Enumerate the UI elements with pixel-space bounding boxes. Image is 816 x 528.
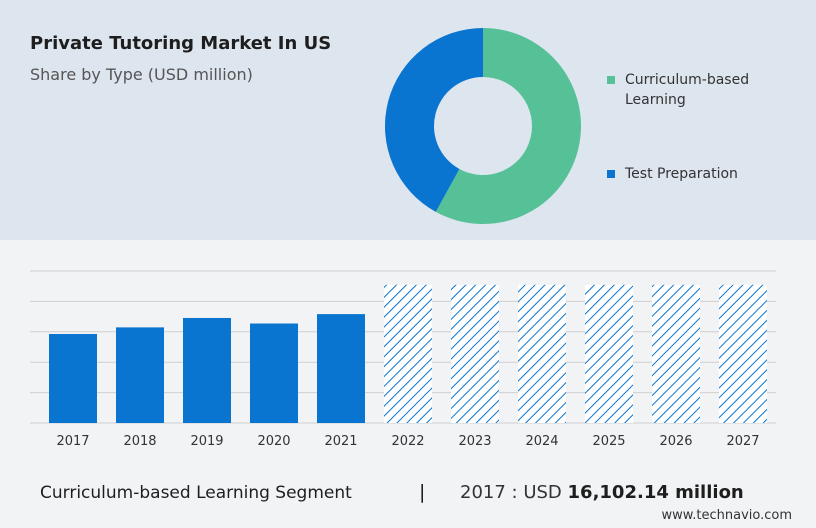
legend-label: Test Preparation — [625, 166, 738, 182]
chart-subtitle: Share by Type (USD million) — [30, 65, 253, 84]
bar — [116, 327, 164, 423]
footer-amount: 16,102.14 million — [567, 482, 744, 503]
x-tick-label: 2020 — [257, 434, 290, 449]
bar — [250, 323, 298, 423]
x-tick-label: 2026 — [659, 434, 692, 449]
donut-slice — [435, 28, 581, 224]
chart-title: Private Tutoring Market In US — [30, 33, 332, 54]
footer-separator: | — [419, 481, 426, 503]
legend-item-curriculum: Curriculum-based Learning — [607, 70, 797, 110]
bar — [183, 317, 231, 423]
bar-forecast — [652, 284, 700, 423]
x-tick-label: 2019 — [190, 434, 223, 449]
bar-forecast — [518, 284, 566, 423]
footer-segment-label: Curriculum-based Learning Segment — [40, 483, 352, 503]
x-tick-label: 2018 — [123, 434, 156, 449]
x-tick-label: 2023 — [458, 434, 491, 449]
x-tick-label: 2017 — [56, 434, 89, 449]
x-tick-label: 2022 — [391, 434, 424, 449]
bar-forecast — [719, 284, 767, 423]
donut-chart — [385, 28, 581, 224]
bar-forecast — [451, 284, 499, 423]
legend-item-test-prep: Test Preparation — [607, 164, 797, 184]
bar — [49, 333, 97, 423]
x-tick-label: 2024 — [525, 434, 558, 449]
bar-forecast — [384, 284, 432, 423]
x-tick-label: 2025 — [592, 434, 625, 449]
legend-swatch — [607, 170, 615, 178]
bar-forecast — [585, 284, 633, 423]
bar-chart: 2017 2018 2019 2020 2021 2022 2023 2024 2025 2026… — [30, 270, 776, 449]
x-tick-label: 2021 — [324, 434, 357, 449]
bar — [317, 314, 365, 423]
legend-label: Curriculum-based Learning — [625, 72, 750, 108]
footer-year-prefix: 2017 : USD — [460, 482, 562, 503]
donut-slice — [385, 28, 483, 212]
x-tick-label: 2027 — [726, 434, 759, 449]
source-credit: www.technavio.com — [661, 508, 792, 523]
footer-value: 2017 : USD 16,102.14 million — [460, 482, 744, 503]
legend-swatch — [607, 76, 615, 84]
